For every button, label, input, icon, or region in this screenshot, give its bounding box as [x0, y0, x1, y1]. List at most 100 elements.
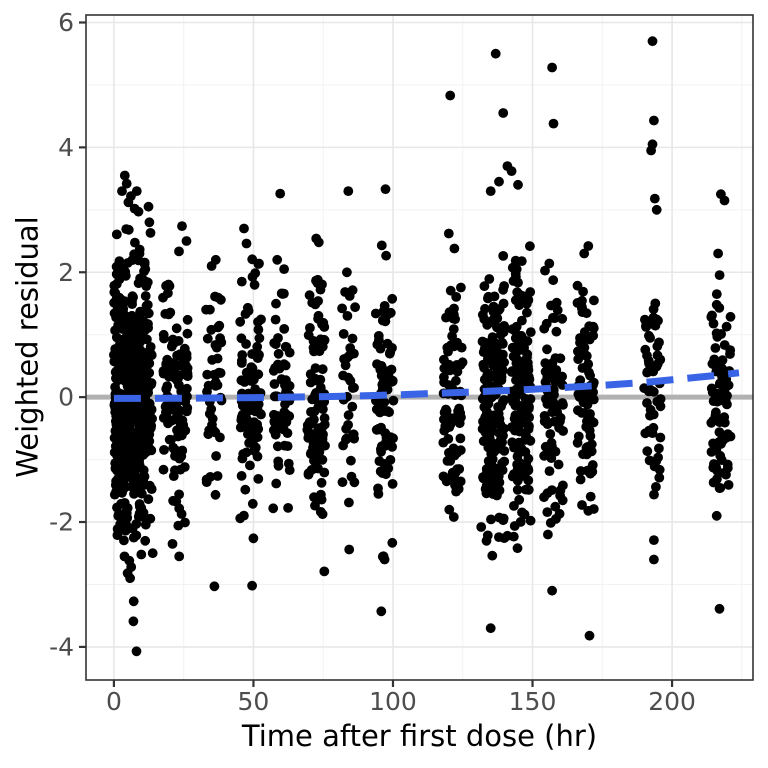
data-point: [583, 505, 594, 516]
data-point: [212, 471, 223, 481]
data-point: [250, 442, 261, 453]
data-point: [510, 295, 521, 306]
data-point: [140, 519, 151, 530]
data-point: [253, 474, 264, 484]
data-point: [544, 258, 555, 269]
data-point: [236, 358, 247, 368]
data-point: [373, 483, 383, 494]
data-point: [141, 319, 152, 330]
data-point: [131, 519, 142, 529]
data-point: [170, 465, 180, 476]
data-point: [177, 359, 187, 370]
data-point: [478, 472, 488, 482]
data-point: [318, 429, 328, 440]
data-point: [516, 256, 527, 266]
data-point: [499, 321, 509, 331]
data-point: [717, 363, 727, 374]
data-point: [309, 463, 320, 474]
data-point: [548, 312, 558, 323]
data-point: [523, 434, 534, 445]
data-point: [236, 471, 247, 481]
data-point: [128, 596, 139, 607]
data-point: [649, 535, 659, 545]
data-point: [376, 606, 387, 617]
data-point: [718, 372, 728, 383]
data-point: [317, 319, 327, 330]
data-point: [269, 379, 280, 389]
data-point: [171, 496, 181, 507]
data-point: [269, 417, 280, 428]
data-point: [142, 277, 153, 288]
data-point: [134, 353, 144, 364]
data-point: [284, 465, 295, 475]
data-point: [307, 297, 318, 308]
data-point: [280, 360, 291, 371]
data-point: [654, 443, 664, 454]
data-point: [174, 246, 184, 257]
data-point: [214, 320, 225, 331]
data-point: [485, 623, 496, 634]
data-point: [481, 535, 492, 546]
data-point: [439, 354, 449, 365]
data-point: [123, 224, 134, 235]
data-point: [645, 333, 655, 343]
data-point: [348, 429, 359, 440]
data-point: [486, 514, 496, 525]
data-point: [207, 419, 217, 430]
data-point: [269, 338, 280, 348]
data-point: [119, 498, 130, 508]
data-point: [488, 411, 498, 422]
data-point: [452, 366, 463, 377]
y-tick-label: 0: [58, 383, 74, 412]
data-point: [649, 489, 659, 500]
data-point: [247, 580, 257, 591]
data-point: [446, 472, 457, 483]
data-point: [454, 403, 464, 414]
data-point: [554, 422, 564, 433]
data-point: [117, 186, 127, 197]
data-point: [345, 343, 356, 353]
data-point: [510, 333, 521, 344]
data-point: [338, 370, 348, 381]
data-point: [344, 544, 355, 555]
data-point: [130, 237, 140, 248]
data-point: [511, 321, 522, 332]
data-point: [182, 314, 193, 325]
data-point: [253, 324, 264, 335]
data-point: [440, 421, 451, 432]
data-point: [122, 513, 133, 523]
data-point: [387, 375, 398, 386]
data-point: [548, 118, 559, 129]
data-point: [575, 474, 586, 485]
data-point: [338, 329, 349, 339]
data-point: [347, 333, 358, 344]
data-point: [210, 370, 221, 381]
data-point: [122, 568, 133, 579]
data-point: [173, 431, 183, 442]
data-point: [337, 477, 348, 488]
data-point: [379, 308, 390, 319]
data-point: [456, 342, 467, 353]
data-point: [207, 355, 218, 365]
data-point: [308, 342, 319, 353]
data-point: [577, 307, 588, 318]
data-point: [270, 363, 280, 373]
data-point: [165, 403, 176, 414]
data-point: [159, 445, 169, 455]
data-point: [250, 268, 261, 278]
data-point: [483, 456, 494, 466]
data-point: [167, 539, 178, 549]
data-point: [347, 401, 358, 412]
data-point: [117, 343, 128, 354]
data-point: [247, 349, 257, 359]
data-point: [640, 428, 651, 439]
data-point: [654, 464, 665, 475]
data-point: [540, 358, 551, 368]
data-point: [478, 347, 489, 357]
data-point: [542, 344, 552, 355]
data-point: [654, 472, 665, 483]
data-point: [303, 433, 314, 443]
data-point: [649, 319, 659, 330]
data-point: [166, 341, 177, 352]
data-point: [525, 241, 535, 252]
